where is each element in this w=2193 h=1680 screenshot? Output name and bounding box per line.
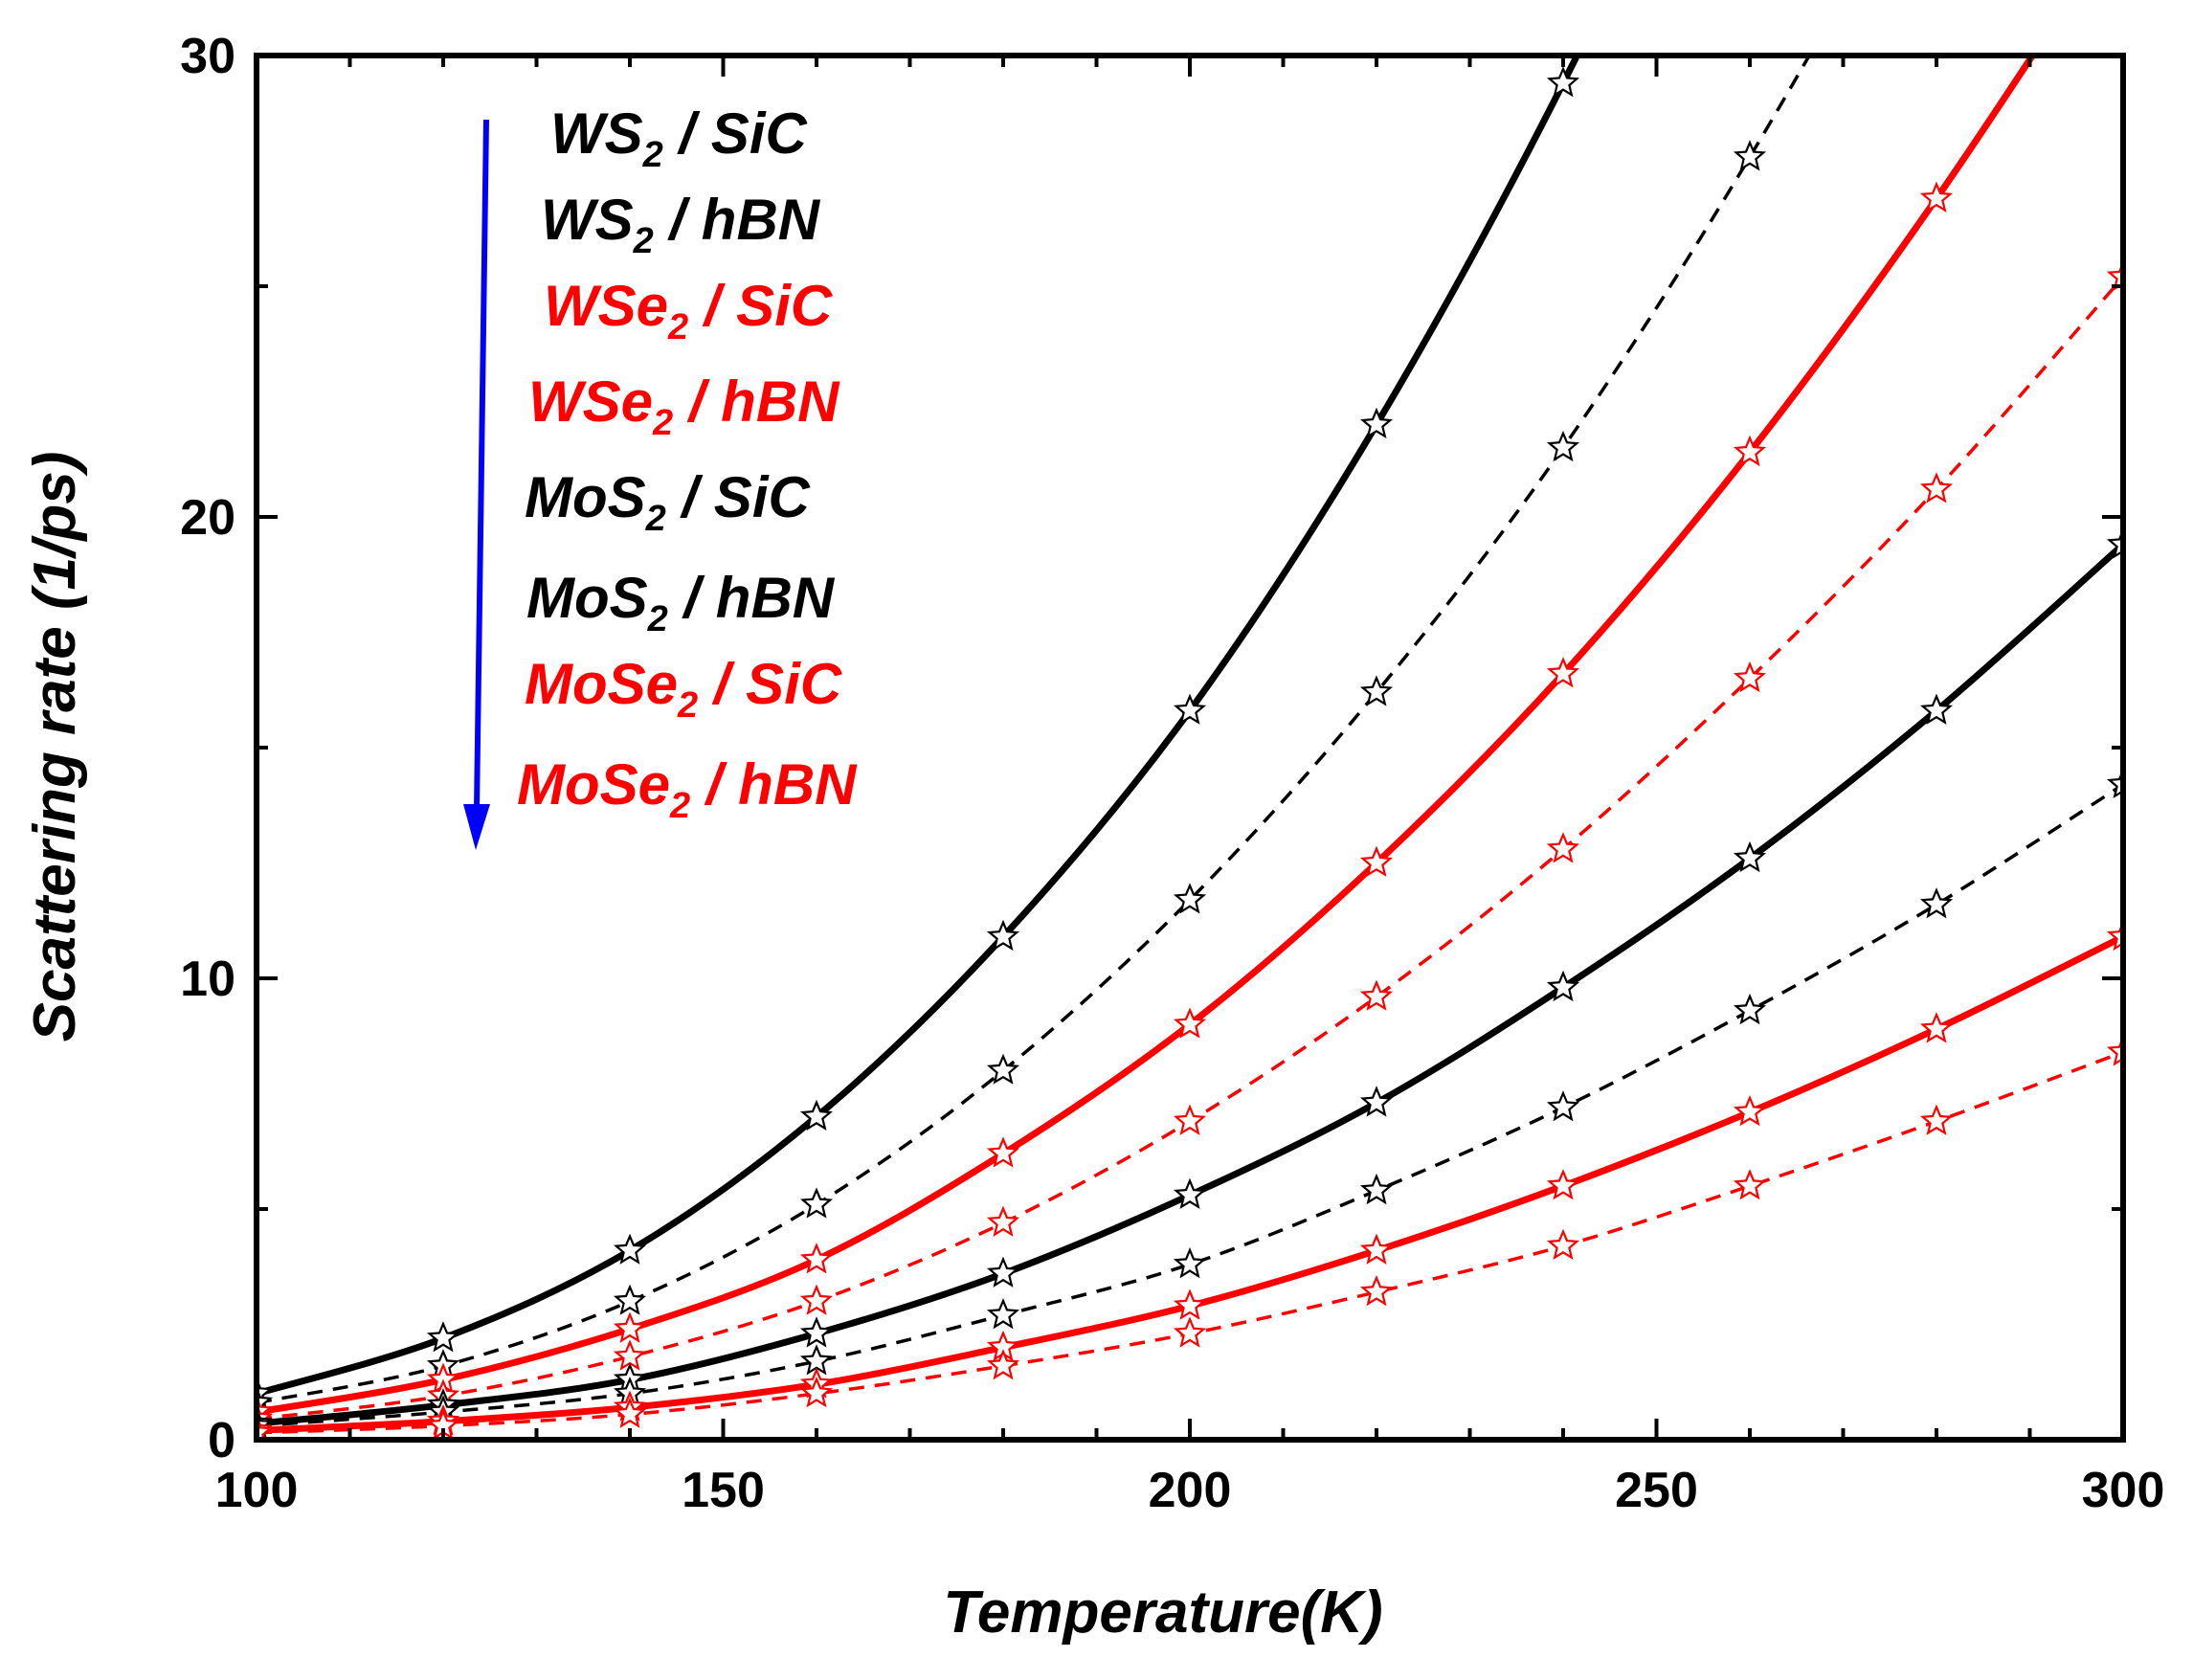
series-line	[257, 56, 2037, 1416]
y-axis-title: Scattering rate (1/ps)	[22, 452, 88, 1042]
legend-entry: MoSe2 / hBN	[517, 752, 858, 826]
order-arrow	[463, 119, 490, 850]
data-point-star	[426, 1321, 460, 1353]
data-point-star	[1173, 1177, 1207, 1210]
legend-entry: WSe2 / hBN	[528, 370, 840, 443]
data-point-star	[2106, 259, 2123, 291]
data-point-star	[257, 1415, 274, 1440]
legend-entry: MoS2 / hBN	[526, 566, 836, 639]
data-point-star	[986, 1205, 1020, 1237]
data-point-star	[799, 1284, 834, 1315]
plot-frame	[254, 53, 2126, 1443]
data-point-star	[1733, 661, 1767, 693]
x-tick-label: 250	[1615, 1463, 1698, 1518]
data-point-star	[2106, 767, 2123, 799]
data-point-star	[1919, 693, 1954, 725]
data-point-star	[1546, 1169, 1580, 1200]
data-point-star	[1733, 435, 1767, 467]
data-point-star	[1546, 970, 1580, 1002]
data-point-star	[1733, 993, 1767, 1025]
data-point-star	[1173, 1246, 1207, 1279]
y-tick-label: 10	[180, 952, 235, 1007]
data-point-star	[2106, 919, 2123, 952]
data-point-star	[986, 1349, 1020, 1380]
series-2	[257, 56, 2037, 1426]
legend-entry: MoSe2 / SiC	[525, 652, 843, 726]
data-point-star	[986, 1298, 1020, 1330]
data-point-star	[1733, 840, 1767, 873]
series-7	[257, 1035, 2123, 1440]
y-tick-label: 20	[180, 490, 235, 546]
arrow-shaft	[474, 119, 489, 810]
data-point-star	[1359, 845, 1394, 877]
series-0	[257, 56, 1581, 1408]
legend-entry: WS2 / hBN	[541, 188, 821, 261]
series-3	[257, 259, 2123, 1433]
data-point-star	[1733, 1094, 1767, 1127]
data-point-star	[1733, 140, 1767, 171]
data-point-star	[1919, 472, 1954, 504]
data-point-star	[799, 1099, 834, 1131]
data-point-star	[1546, 657, 1580, 688]
data-point-star	[1359, 1233, 1394, 1265]
x-tick-label: 150	[682, 1463, 765, 1518]
data-point-star	[1919, 181, 1954, 213]
y-tick-label: 30	[180, 29, 235, 84]
data-point-star	[1173, 1007, 1207, 1039]
data-point-star	[986, 1256, 1020, 1288]
data-point-star	[799, 1187, 834, 1219]
data-point-star	[1359, 407, 1394, 438]
data-point-star	[1919, 1012, 1954, 1043]
series-line	[257, 542, 2123, 1427]
x-tick-label: 200	[1149, 1463, 1232, 1518]
data-point-star	[613, 1284, 647, 1315]
data-point-star	[2106, 1035, 2123, 1066]
data-point-star	[613, 1233, 647, 1265]
data-point-star	[1546, 66, 1580, 98]
data-point-star	[1173, 1288, 1207, 1320]
data-point-star	[799, 1316, 834, 1348]
x-axis-title: Temperature(K)	[943, 1579, 1382, 1646]
data-point-star	[1919, 1104, 1954, 1135]
data-point-star	[986, 1136, 1020, 1168]
series-1	[257, 56, 1812, 1417]
data-point-star	[2106, 527, 2123, 559]
data-point-star	[799, 1243, 834, 1274]
legend-entry: MoS2 / SiC	[525, 465, 811, 539]
data-point-star	[1173, 693, 1207, 725]
data-point-star	[986, 919, 1020, 952]
y-tick-label: 0	[208, 1413, 235, 1468]
data-point-star	[1359, 1173, 1394, 1205]
data-point-star	[986, 1053, 1020, 1085]
data-point-star	[1359, 675, 1394, 706]
data-point-star	[1173, 1104, 1207, 1135]
series-line	[257, 276, 2123, 1422]
legend-entry: WSe2 / SiC	[544, 274, 834, 347]
data-point-star	[1359, 1274, 1394, 1307]
data-point-star	[1546, 1228, 1580, 1261]
data-point-star	[1173, 1316, 1207, 1348]
data-point-star	[1359, 979, 1394, 1011]
data-point-star	[1546, 832, 1580, 863]
data-point-star	[1733, 1169, 1767, 1200]
data-point-star	[1919, 887, 1954, 919]
legend-entry: WS2 / SiC	[550, 101, 808, 175]
x-tick-label: 100	[215, 1463, 299, 1518]
data-point-star	[613, 1397, 647, 1428]
x-tick-label: 300	[2082, 1463, 2165, 1518]
data-point-star	[1546, 1090, 1580, 1122]
data-point-star	[799, 1376, 834, 1408]
data-point-star	[1359, 1086, 1394, 1117]
data-point-star	[1546, 430, 1580, 462]
data-point-star	[613, 1311, 647, 1343]
arrow-head	[463, 804, 490, 850]
data-point-star	[1173, 883, 1207, 914]
